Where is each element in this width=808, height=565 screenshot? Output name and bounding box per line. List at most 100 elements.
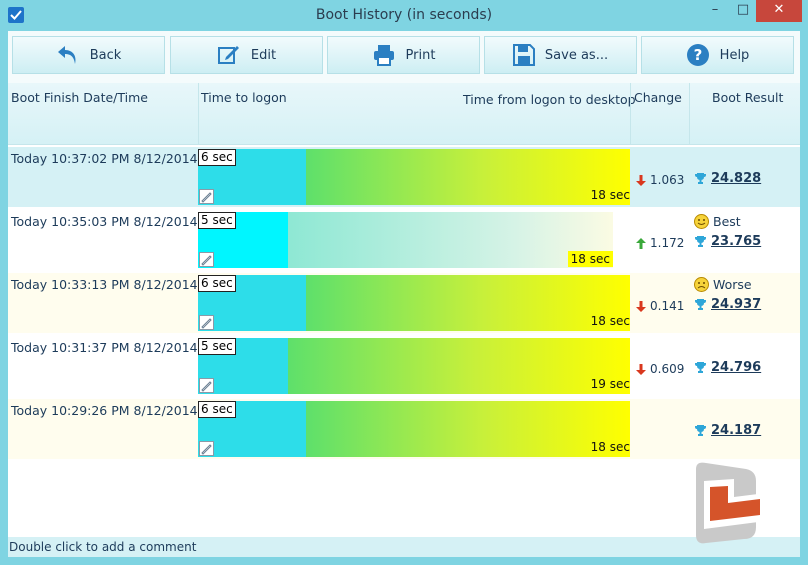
logon-time-label: 5 sec: [198, 338, 236, 355]
trophy-icon: [695, 425, 706, 436]
boot-date: Today 10:37:02 PM 8/12/2014: [11, 151, 198, 166]
change-amount: 0.609: [650, 362, 685, 376]
boot-time-bar: 5 sec 19 sec: [198, 338, 630, 394]
boot-date: Today 10:33:13 PM 8/12/2014: [11, 277, 198, 292]
minimize-button[interactable]: –: [711, 2, 719, 17]
desktop-time-bar: [288, 338, 630, 394]
change-amount: 1.063: [650, 173, 685, 187]
result-note: Best: [694, 214, 741, 229]
close-button[interactable]: ✕: [756, 0, 802, 22]
desktop-time-bar: [306, 401, 630, 457]
comment-pencil-icon[interactable]: [199, 189, 214, 204]
change-value: 0.141: [636, 299, 684, 313]
desktop-time-label: 19 sec: [590, 377, 630, 391]
change-value: 1.172: [636, 236, 684, 250]
edit-icon: [217, 46, 239, 64]
header-desktop: Time from logon to desktop: [463, 92, 636, 107]
result-note: Worse: [694, 277, 752, 292]
desktop-time-label: 18 sec: [590, 440, 630, 454]
boot-result-value[interactable]: 24.937: [711, 297, 762, 312]
frown-face-icon: [694, 277, 709, 292]
edit-button[interactable]: Edit: [170, 36, 323, 74]
print-button[interactable]: Print: [327, 36, 480, 74]
comment-pencil-icon[interactable]: [199, 378, 214, 393]
table-row[interactable]: Today 10:33:13 PM 8/12/2014 6 sec 18 sec 0.…: [8, 273, 800, 333]
boot-date: Today 10:31:37 PM 8/12/2014: [11, 340, 198, 355]
column-divider: [630, 83, 631, 145]
header-date: Boot Finish Date/Time: [11, 90, 148, 105]
logon-time-label: 6 sec: [198, 275, 236, 292]
column-divider: [198, 83, 199, 145]
table-header: Boot Finish Date/Time Time to logon Time…: [8, 83, 800, 145]
trophy-icon: [695, 236, 706, 247]
header-logon: Time to logon: [201, 90, 287, 105]
change-down-arrow-icon: [636, 300, 646, 312]
trophy-icon: [695, 299, 706, 310]
change-down-arrow-icon: [636, 174, 646, 186]
back-label: Back: [89, 47, 122, 63]
print-label: Print: [405, 47, 436, 63]
change-up-arrow-icon: [636, 237, 646, 249]
boot-date: Today 10:29:26 PM 8/12/2014: [11, 403, 198, 418]
save-as-label: Save as...: [544, 47, 609, 63]
desktop-time-label: 18 sec: [590, 314, 630, 328]
trophy-icon: [695, 362, 706, 373]
desktop-time-bar: [306, 149, 630, 205]
comment-pencil-icon[interactable]: [199, 252, 214, 267]
boot-time-bar: 6 sec 18 sec: [198, 275, 630, 331]
table-row[interactable]: Today 10:31:37 PM 8/12/2014 5 sec 19 sec 0.…: [8, 336, 800, 396]
logon-time-label: 6 sec: [198, 149, 236, 166]
logon-time-label: 6 sec: [198, 401, 236, 418]
maximize-button[interactable]: □: [736, 2, 750, 17]
back-arrow-icon: [57, 46, 76, 64]
status-bar: Double click to add a comment: [8, 537, 800, 557]
change-down-arrow-icon: [636, 363, 646, 375]
boot-result[interactable]: 24.796: [694, 360, 761, 375]
boot-result[interactable]: 24.187: [694, 423, 761, 438]
desktop-time-label: 18 sec: [590, 188, 630, 202]
change-amount: 1.172: [650, 236, 685, 250]
change-value: 1.063: [636, 173, 684, 187]
desktop-time-bar: [288, 212, 613, 268]
save-as-button[interactable]: Save as...: [484, 36, 637, 74]
boot-result[interactable]: 23.765: [694, 234, 761, 249]
table-row[interactable]: Today 10:37:02 PM 8/12/2014 6 sec 18 sec 1.…: [8, 147, 800, 207]
printer-icon: [373, 45, 394, 66]
change-value: 0.609: [636, 362, 684, 376]
header-change: Change: [634, 90, 682, 105]
help-button[interactable]: ? Help: [641, 36, 794, 74]
smile-face-icon: [694, 214, 709, 229]
app-check-icon: [8, 7, 24, 23]
boot-result[interactable]: 24.828: [694, 171, 761, 186]
table-row[interactable]: Today 10:29:26 PM 8/12/2014 6 sec 18 sec 24…: [8, 399, 800, 459]
footer-hint: Double click to add a comment: [9, 540, 197, 554]
site-logo: [696, 462, 766, 544]
result-note-label: Best: [713, 214, 741, 229]
result-note-label: Worse: [713, 277, 752, 292]
floppy-disk-icon: [512, 44, 535, 66]
boot-date: Today 10:35:03 PM 8/12/2014: [11, 214, 198, 229]
boot-time-bar: 6 sec 18 sec: [198, 149, 630, 205]
column-divider: [689, 83, 690, 145]
logon-time-label: 5 sec: [198, 212, 236, 229]
content-panel: Back Edit Print Save as... ? Help Boot F…: [8, 31, 800, 557]
comment-pencil-icon[interactable]: [199, 315, 214, 330]
toolbar: Back Edit Print Save as... ? Help: [8, 31, 800, 83]
desktop-time-bar: [306, 275, 630, 331]
boot-time-bar: 5 sec 18 sec: [198, 212, 613, 268]
svg-text:?: ?: [693, 46, 702, 64]
boot-result-value[interactable]: 24.187: [711, 423, 762, 438]
boot-result-value[interactable]: 24.796: [711, 360, 762, 375]
comment-pencil-icon[interactable]: [199, 441, 214, 456]
trophy-icon: [695, 173, 706, 184]
boot-result-value[interactable]: 24.828: [711, 171, 762, 186]
change-amount: 0.141: [650, 299, 685, 313]
help-icon: ?: [686, 44, 709, 66]
title-bar: Boot History (in seconds) – □ ✕: [0, 0, 808, 31]
boot-result[interactable]: 24.937: [694, 297, 761, 312]
boot-result-value[interactable]: 23.765: [711, 234, 762, 249]
back-button[interactable]: Back: [12, 36, 165, 74]
table-row[interactable]: Today 10:35:03 PM 8/12/2014 5 sec 18 sec 1.…: [8, 210, 800, 270]
boot-time-bar: 6 sec 18 sec: [198, 401, 630, 457]
